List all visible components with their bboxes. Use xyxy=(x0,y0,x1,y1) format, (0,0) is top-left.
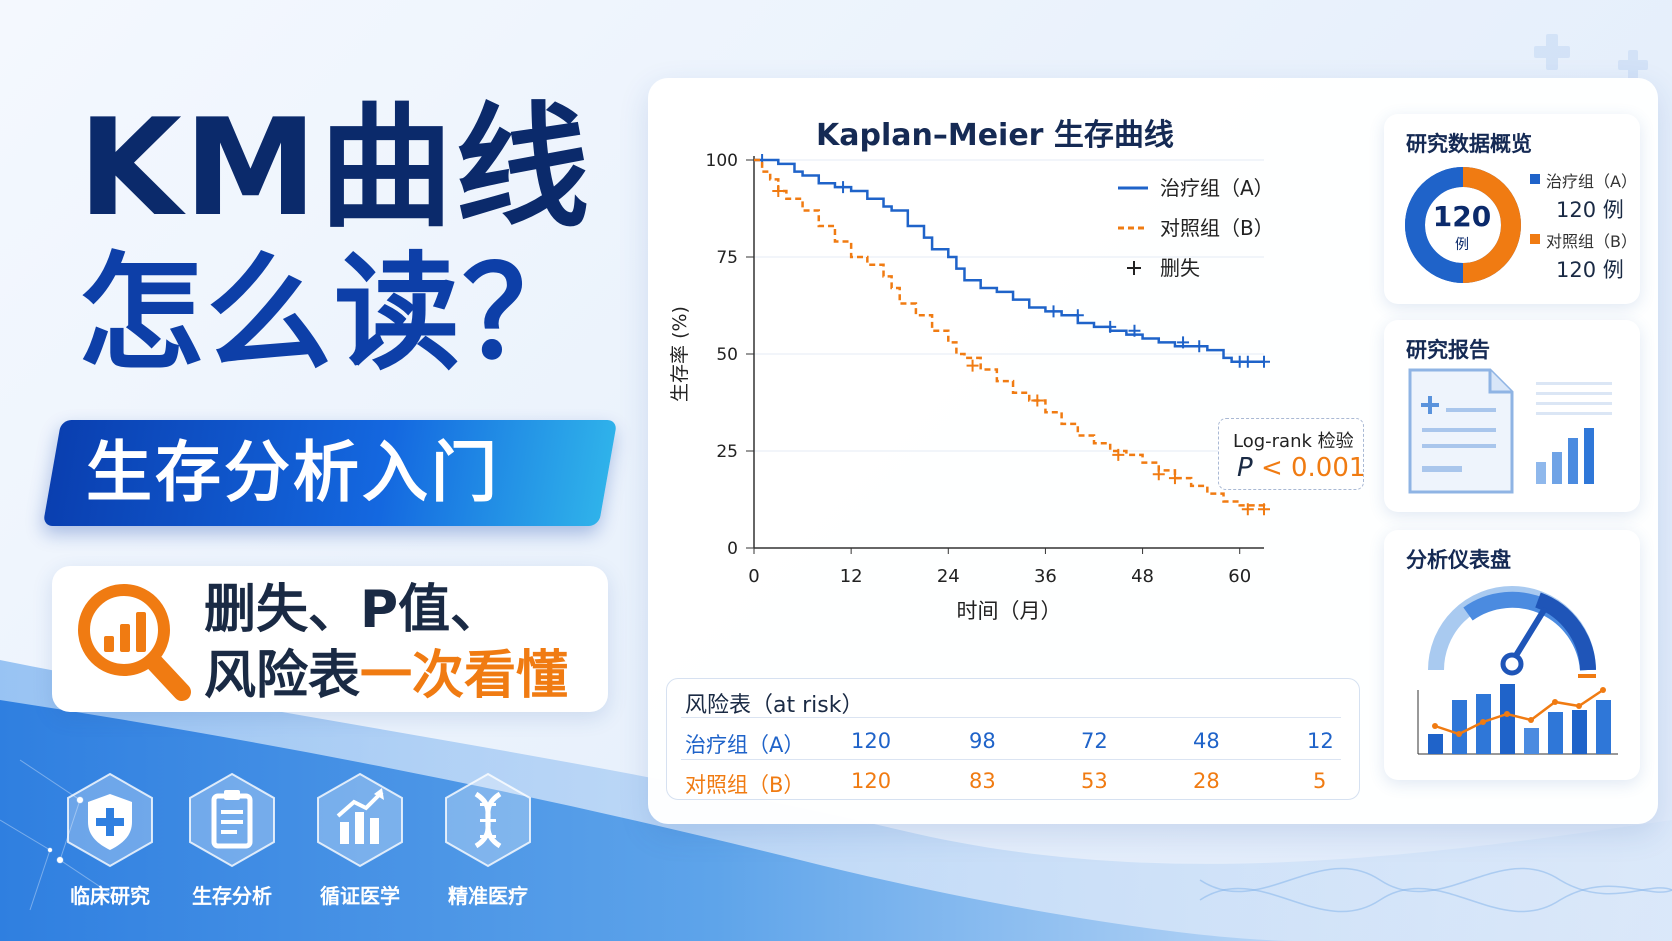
risk-table-title: 风险表（at risk） xyxy=(685,693,864,718)
censor-mark xyxy=(1152,468,1165,481)
overview-unit: 例 xyxy=(1455,237,1469,253)
risk-row-b-group: 对照组（B） xyxy=(685,773,805,797)
logrank-p-value: P < 0.001 xyxy=(1237,453,1365,483)
logrank-label: Log-rank 检验 xyxy=(1233,431,1354,452)
y-tick-label: 0 xyxy=(727,539,738,559)
feature-evidence-based-medicine: 循证医学 xyxy=(308,770,412,909)
risk-table: 风险表（at risk） 治疗组（A） 120 98 72 48 12 对照组（… xyxy=(666,678,1360,800)
censor-mark xyxy=(1177,336,1190,349)
highlights-line2-b: 一次看懂 xyxy=(360,646,569,706)
chart-title: Kaplan–Meier 生存曲线 xyxy=(816,118,1174,153)
feature-clinical-research: 临床研究 xyxy=(58,770,162,909)
x-tick-label: 60 xyxy=(1228,566,1251,587)
dashboard-gauge-chart xyxy=(1417,586,1618,755)
highlights-line2-a: 风险表 xyxy=(204,646,361,706)
risk-cell: 5 xyxy=(1313,769,1327,793)
overview-title: 研究数据概览 xyxy=(1406,132,1532,156)
magnifier-chart-icon xyxy=(78,584,191,701)
feature-survival-analysis: 生存分析 xyxy=(180,770,284,909)
risk-cell: 53 xyxy=(1081,769,1108,793)
censor-mark xyxy=(1128,324,1141,337)
risk-row-a-group: 治疗组（A） xyxy=(685,733,805,757)
risk-divider xyxy=(681,717,1341,718)
risk-cell: 72 xyxy=(1081,729,1108,753)
feature-label: 生存分析 xyxy=(192,884,272,908)
censor-mark xyxy=(837,181,850,194)
dashboard-card: 分析仪表盘 xyxy=(1384,530,1640,780)
censor-mark xyxy=(772,185,785,198)
highlights-line1: 删失、P值、 xyxy=(204,580,503,640)
feature-label: 循证医学 xyxy=(320,884,400,908)
donut-control-arc xyxy=(1462,167,1521,283)
p-value: < 0.001 xyxy=(1260,453,1366,483)
censor-mark xyxy=(1047,305,1060,318)
highlights-line2: 风险表一次看懂 xyxy=(204,644,568,708)
censor-mark xyxy=(1031,394,1044,407)
x-tick-label: 48 xyxy=(1131,566,1154,587)
report-card: 研究报告 xyxy=(1384,320,1640,512)
censor-mark xyxy=(1071,309,1084,322)
censor-mark xyxy=(1168,472,1181,485)
report-document-icon xyxy=(1408,368,1612,494)
risk-cell: 83 xyxy=(969,769,996,793)
censor-mark xyxy=(1241,503,1254,516)
x-tick-label: 0 xyxy=(748,566,759,587)
legend-censor-label: 删失 xyxy=(1160,256,1200,280)
x-tick-label: 24 xyxy=(937,566,960,587)
legend-control-label: 对照组（B） xyxy=(1160,216,1274,240)
feature-label: 临床研究 xyxy=(70,884,150,908)
censor-mark xyxy=(1193,340,1206,353)
risk-cell: 120 xyxy=(851,729,892,753)
legend-square-a xyxy=(1530,174,1540,184)
overview-control-value: 120 例 xyxy=(1556,258,1624,282)
y-tick-label: 100 xyxy=(706,151,738,171)
censor-mark xyxy=(966,359,979,372)
overview-donut xyxy=(1405,167,1521,283)
report-title: 研究报告 xyxy=(1406,338,1490,362)
censor-mark xyxy=(1241,355,1254,368)
censor-mark xyxy=(1258,503,1270,516)
censor-mark xyxy=(1258,355,1270,368)
y-tick-label: 25 xyxy=(716,442,738,462)
risk-cell: 12 xyxy=(1307,729,1334,753)
feature-label: 精准医疗 xyxy=(448,884,528,908)
donut-treatment-arc xyxy=(1405,167,1464,283)
overview-control-label: 对照组（B） xyxy=(1546,232,1637,251)
hero-title-line2: 怎么读？ xyxy=(78,240,590,387)
censor-mark xyxy=(1112,448,1125,461)
dna-icon xyxy=(445,772,531,868)
x-axis-label: 时间（月） xyxy=(957,599,1062,623)
risk-cell: 98 xyxy=(969,729,996,753)
km-chart: 0 25 50 75 100 0 12 24 36 48 60 时间（月） 生存率 (%) 治疗组（A） 对… xyxy=(669,151,1274,623)
feature-precision-medicine: 精准医疗 xyxy=(436,770,540,909)
legend-censor-mark xyxy=(1127,261,1141,275)
x-tick-label: 36 xyxy=(1034,566,1057,587)
y-tick-label: 50 xyxy=(716,345,738,365)
series-control-line xyxy=(754,158,1266,510)
overview-treatment-value: 120 例 xyxy=(1556,198,1624,222)
x-tick-label: 12 xyxy=(840,566,863,587)
logrank-box: Log-rank 检验 P < 0.001 xyxy=(1218,418,1365,490)
legend-square-b xyxy=(1530,234,1540,244)
bar-chart-icon xyxy=(317,772,403,868)
shield-plus-icon xyxy=(67,772,153,868)
y-axis-label: 生存率 (%) xyxy=(669,306,691,402)
risk-cell: 48 xyxy=(1193,729,1220,753)
hero-title-line1: KM曲线 xyxy=(78,90,592,246)
legend-treatment-label: 治疗组（A） xyxy=(1160,176,1274,200)
overview-treatment-label: 治疗组（A） xyxy=(1546,172,1637,191)
y-tick-label: 75 xyxy=(716,248,738,268)
overview-total: 120 xyxy=(1432,200,1492,233)
censor-mark xyxy=(1104,320,1117,333)
overview-card: 研究数据概览 120 例 治疗组（A） 120 例 对照组（B） 120 例 xyxy=(1384,114,1640,304)
subtitle-banner-text: 生存分析入门 xyxy=(86,434,500,511)
risk-divider xyxy=(681,759,1341,760)
risk-cell: 28 xyxy=(1193,769,1220,793)
clipboard-icon xyxy=(189,772,275,868)
p-symbol: P xyxy=(1237,453,1253,483)
risk-cell: 120 xyxy=(851,769,892,793)
dashboard-title: 分析仪表盘 xyxy=(1406,548,1511,572)
